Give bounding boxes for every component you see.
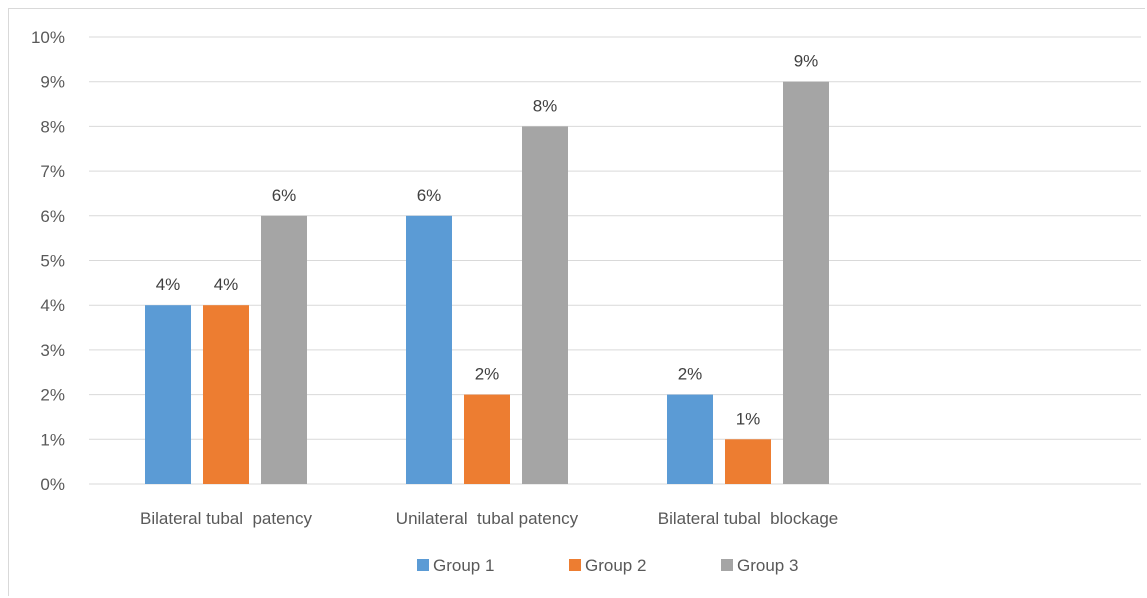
y-tick-label: 9% bbox=[40, 73, 65, 92]
bar-group-3-2 bbox=[522, 126, 568, 485]
x-category-label: Bilateral tubal patency bbox=[140, 509, 312, 528]
data-label: 2% bbox=[678, 365, 703, 384]
legend: Group 1 Group 2 Group 3 bbox=[417, 556, 798, 575]
bar-group-2-1 bbox=[203, 305, 249, 484]
x-axis-category-labels: Bilateral tubal patency Unilateral tubal … bbox=[140, 509, 838, 528]
y-tick-label: 5% bbox=[40, 252, 65, 271]
x-category-label: Bilateral tubal blockage bbox=[658, 509, 839, 528]
y-tick-label: 6% bbox=[40, 207, 65, 226]
legend-label: Group 2 bbox=[585, 556, 646, 575]
y-tick-label: 7% bbox=[40, 162, 65, 181]
data-label: 1% bbox=[736, 409, 761, 428]
data-label: 6% bbox=[417, 186, 442, 205]
chart-frame: 0% 1% 2% 3% 4% 5% 6% 7% 8% 9% 10% 4% 6% 2% 4% 2% 1% 6% 8%… bbox=[8, 8, 1145, 596]
legend-swatch bbox=[569, 559, 581, 571]
data-label: 2% bbox=[475, 365, 500, 384]
bar-group-1-3 bbox=[667, 394, 713, 484]
bar-chart: 0% 1% 2% 3% 4% 5% 6% 7% 8% 9% 10% 4% 6% 2% 4% 2% 1% 6% 8%… bbox=[31, 28, 1141, 575]
y-tick-label: 2% bbox=[40, 386, 65, 405]
legend-swatch bbox=[721, 559, 733, 571]
y-tick-label: 4% bbox=[40, 296, 65, 315]
bar-group-1-2 bbox=[406, 215, 452, 485]
bar-group-1-1 bbox=[145, 305, 191, 484]
y-axis-tick-labels: 0% 1% 2% 3% 4% 5% 6% 7% 8% 9% 10% bbox=[31, 28, 65, 494]
data-label: 6% bbox=[272, 186, 297, 205]
y-tick-label: 3% bbox=[40, 341, 65, 360]
legend-label: Group 1 bbox=[433, 556, 494, 575]
bars bbox=[145, 81, 829, 485]
bar-group-2-2 bbox=[464, 394, 510, 484]
legend-label: Group 3 bbox=[737, 556, 798, 575]
y-tick-label: 8% bbox=[40, 117, 65, 136]
x-category-label: Unilateral tubal patency bbox=[396, 509, 579, 528]
y-tick-label: 10% bbox=[31, 28, 65, 47]
bar-group-3-1 bbox=[261, 215, 307, 485]
legend-item-group-1: Group 1 bbox=[417, 556, 494, 575]
bar-group-2-3 bbox=[725, 439, 771, 484]
legend-swatch bbox=[417, 559, 429, 571]
data-label: 8% bbox=[533, 96, 558, 115]
data-label: 4% bbox=[214, 275, 239, 294]
data-labels: 4% 6% 2% 4% 2% 1% 6% 8% 9% bbox=[156, 52, 819, 429]
data-label: 9% bbox=[794, 52, 819, 71]
data-label: 4% bbox=[156, 275, 181, 294]
legend-item-group-3: Group 3 bbox=[721, 556, 798, 575]
y-tick-label: 0% bbox=[40, 475, 65, 494]
y-tick-label: 1% bbox=[40, 430, 65, 449]
legend-item-group-2: Group 2 bbox=[569, 556, 646, 575]
bar-group-3-3 bbox=[783, 81, 829, 484]
